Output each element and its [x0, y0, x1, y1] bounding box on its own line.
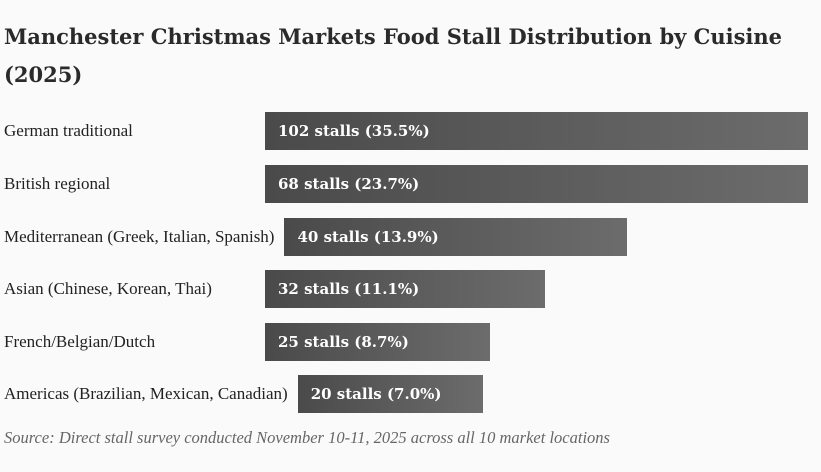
- data-label: 68 stalls (23.7%): [278, 175, 420, 193]
- bar: 25 stalls (8.7%): [265, 323, 490, 361]
- category-label: Asian (Chinese, Korean, Thai): [4, 279, 212, 298]
- bar: 102 stalls (35.5%): [265, 112, 808, 150]
- bar: 32 stalls (11.1%): [265, 270, 545, 308]
- source-note: Source: Direct stall survey conducted No…: [4, 428, 610, 447]
- data-label: 40 stalls (13.9%): [297, 228, 439, 246]
- chart-title: Manchester Christmas Markets Food Stall …: [4, 24, 783, 87]
- bar-row: Mediterranean (Greek, Italian, Spanish) 4…: [4, 218, 808, 256]
- bar: 68 stalls (23.7%): [265, 165, 808, 203]
- data-label: 25 stalls (8.7%): [278, 333, 409, 351]
- category-label: Mediterranean (Greek, Italian, Spanish): [4, 227, 275, 246]
- bar-row: German traditional 102 stalls (35.5%): [4, 112, 808, 150]
- category-label: British regional: [4, 174, 111, 193]
- bar-row: British regional 68 stalls (23.7%): [4, 165, 808, 203]
- bar: 40 stalls (13.9%): [284, 218, 628, 256]
- category-label: German traditional: [4, 121, 133, 140]
- data-label: 20 stalls (7.0%): [310, 385, 442, 403]
- bar-row: Americas (Brazilian, Mexican, Canadian) 2…: [4, 375, 808, 413]
- data-label: 102 stalls (35.5%): [278, 122, 430, 140]
- category-label: French/Belgian/Dutch: [4, 332, 156, 351]
- category-label: Americas (Brazilian, Mexican, Canadian): [4, 384, 288, 403]
- bar-row: French/Belgian/Dutch 25 stalls (8.7%): [4, 323, 808, 361]
- bar: 20 stalls (7.0%): [297, 375, 483, 413]
- bar-row: Asian (Chinese, Korean, Thai) 32 stalls (…: [4, 270, 808, 308]
- data-label: 32 stalls (11.1%): [278, 280, 420, 298]
